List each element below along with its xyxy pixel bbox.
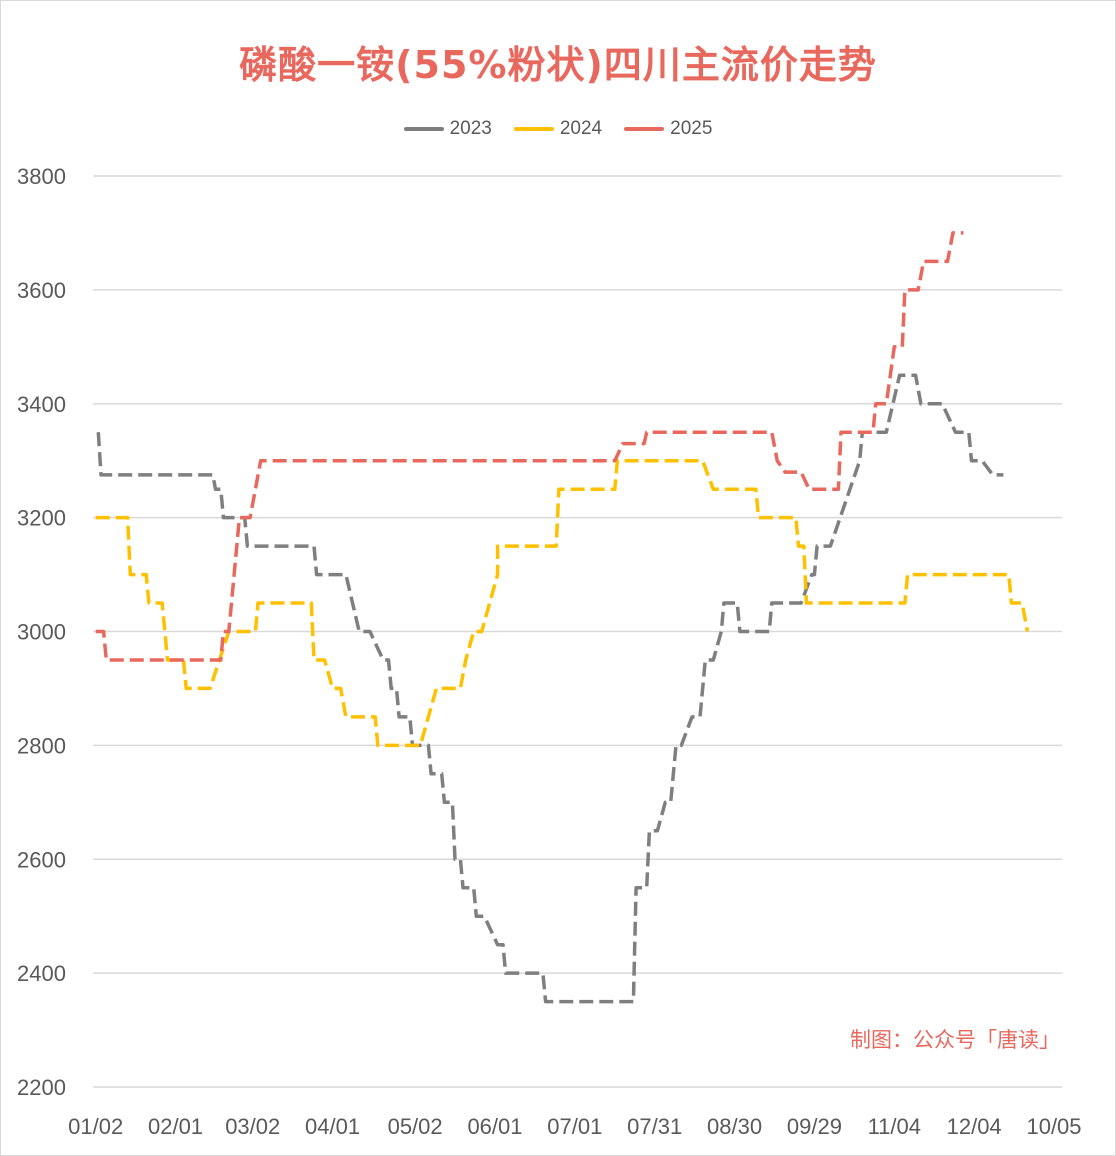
x-tick-label: 12/04 <box>947 1114 1002 1139</box>
legend-swatch-2024 <box>513 127 554 131</box>
y-tick-label: 3000 <box>17 620 66 645</box>
x-tick-label: 01/02 <box>68 1114 123 1139</box>
legend-swatch-2025 <box>624 127 665 131</box>
x-tick-label: 08/30 <box>707 1114 762 1139</box>
x-tick-label: 03/02 <box>225 1114 280 1139</box>
legend-item-2023: 2023 <box>403 118 492 140</box>
chart-legend: 2023 2024 2025 <box>0 118 1116 140</box>
x-tick-label: 11/04 <box>868 1114 921 1139</box>
x-tick-label: 06/01 <box>467 1114 522 1139</box>
x-tick-label: 07/31 <box>627 1114 682 1139</box>
legend-swatch-2023 <box>403 127 444 131</box>
y-tick-label: 3400 <box>17 392 66 417</box>
legend-label-2023: 2023 <box>449 118 492 139</box>
legend-item-2025: 2025 <box>624 118 712 140</box>
x-tick-label: 04/01 <box>305 1114 360 1139</box>
series-line-2024 <box>95 458 1030 748</box>
y-tick-label: 3800 <box>17 164 66 189</box>
y-tick-label: 3600 <box>17 278 66 303</box>
y-tick-label: 2200 <box>17 1075 66 1100</box>
legend-label-2025: 2025 <box>670 118 713 139</box>
x-tick-label: 07/01 <box>547 1114 602 1139</box>
series-line-2025 <box>95 231 964 662</box>
y-tick-label: 2600 <box>17 847 66 872</box>
y-tick-label: 2400 <box>17 961 66 986</box>
x-tick-label: 09/29 <box>787 1114 842 1139</box>
x-tick-label: 05/02 <box>388 1114 443 1139</box>
legend-item-2024: 2024 <box>513 118 603 140</box>
y-tick-label: 3200 <box>17 506 66 531</box>
series-line-2023 <box>96 373 1004 1004</box>
chart-annotation: 制图：公众号「唐读」 <box>850 1028 1060 1052</box>
legend-label-2024: 2024 <box>559 118 603 139</box>
y-tick-label: 2800 <box>17 733 66 758</box>
chart-title: 磷酸一铵(55%粉状)四川主流价走势 <box>239 43 877 87</box>
x-tick-label: 02/01 <box>148 1114 203 1139</box>
x-tick-label: 10/05 <box>1026 1114 1081 1139</box>
